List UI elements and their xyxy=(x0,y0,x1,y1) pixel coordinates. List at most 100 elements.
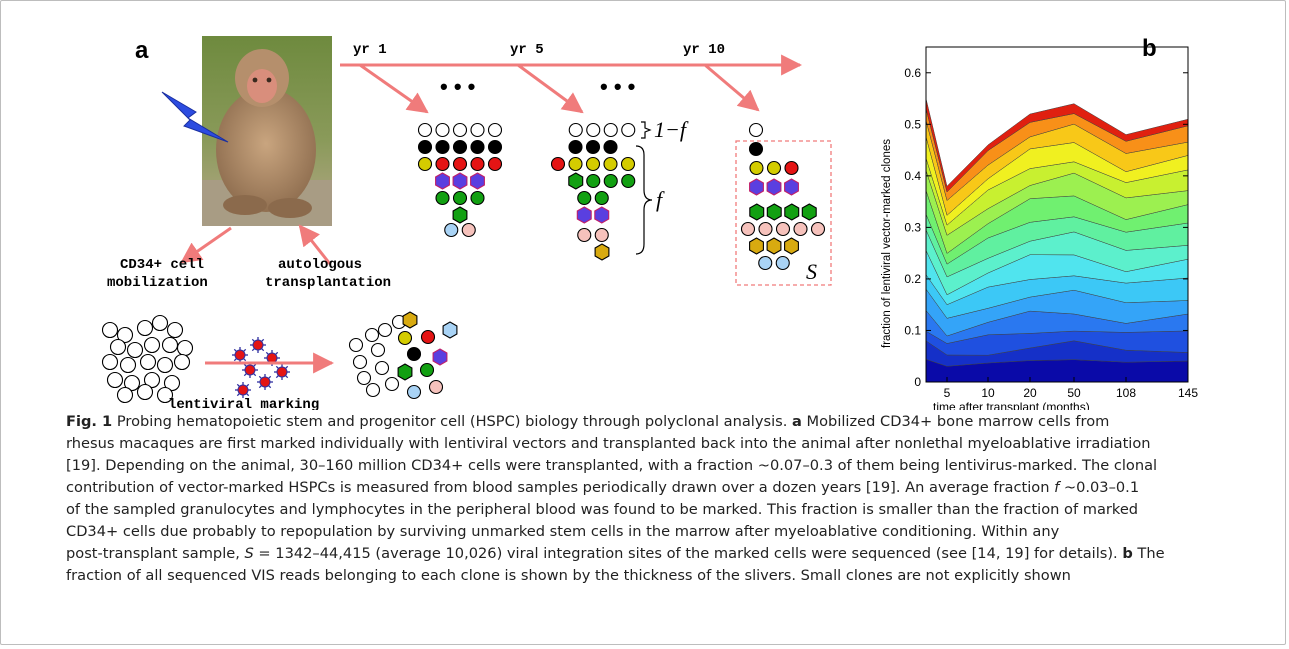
clone-cell xyxy=(603,156,618,172)
clone-hexagon xyxy=(784,237,799,255)
clone-cell xyxy=(586,173,601,189)
y-tick-label: 0 xyxy=(914,375,921,389)
clone-hexagon xyxy=(576,206,592,224)
unmarked-cell xyxy=(586,122,601,138)
clone-cell xyxy=(470,190,485,206)
clone-cell xyxy=(766,160,782,176)
lentivirus-icon xyxy=(264,350,280,366)
lentivirus-icon xyxy=(274,364,290,380)
unmarked-cell xyxy=(139,353,157,371)
unmarked-cell xyxy=(370,342,386,358)
clone-cell xyxy=(577,227,592,243)
clone-cell xyxy=(550,156,566,172)
unmarked-cell xyxy=(106,371,124,389)
clone-cell xyxy=(417,139,433,155)
clone-cell xyxy=(406,346,422,362)
clone-hexagon xyxy=(452,172,468,190)
y-tick-label: 0.4 xyxy=(904,169,921,183)
mobilization-label-line2: mobilization xyxy=(107,275,208,291)
clone-cell xyxy=(435,156,450,172)
transplant-label-line2: transplantation xyxy=(265,275,391,291)
macaque-photo xyxy=(161,36,332,226)
sample-arrow-10 xyxy=(704,63,760,112)
unmarked-cell xyxy=(119,356,137,374)
caption-part-b: b xyxy=(1122,545,1133,562)
x-tick-label: 145 xyxy=(1178,386,1198,400)
y-axis: 0 0.1 0.2 0.3 0.4 0.5 0.6 xyxy=(904,66,1188,389)
clone-pyramid-yr10 xyxy=(740,122,826,271)
lightning-bolt-icon xyxy=(161,91,229,143)
y-tick-label: 0.6 xyxy=(904,66,921,80)
clone-hexagon xyxy=(397,363,413,381)
clone-cell xyxy=(428,379,444,395)
clone-pyramid-yr1 xyxy=(417,122,503,238)
x-tick-label: 20 xyxy=(1023,386,1037,400)
clone-hexagon xyxy=(749,178,764,196)
lentivirus-icon xyxy=(257,374,273,390)
caption-fig-label: Fig. 1 xyxy=(66,413,113,430)
unmarked-cell xyxy=(487,122,503,138)
unmarked-cell xyxy=(116,386,134,404)
marked-fraction-label: f xyxy=(656,187,665,212)
unmarked-cell xyxy=(352,354,368,370)
clone-hexagon xyxy=(784,203,800,221)
panel-b-label: b xyxy=(1142,35,1157,62)
y-tick-label: 0.3 xyxy=(904,220,921,234)
unmarked-cell xyxy=(356,370,372,386)
clone-hexagon xyxy=(766,178,782,196)
clone-cell xyxy=(435,190,450,206)
clone-cell xyxy=(461,222,476,238)
unmarked-cell xyxy=(748,122,764,138)
unmarked-cell xyxy=(603,122,618,138)
marking-label: lentiviral marking xyxy=(168,397,319,410)
clone-cell xyxy=(470,139,485,155)
clone-cell xyxy=(585,156,601,172)
clone-hexagon xyxy=(594,206,610,224)
x-tick-label: 50 xyxy=(1067,386,1081,400)
clone-cell xyxy=(487,139,503,155)
clone-cell xyxy=(452,190,468,206)
clone-cell xyxy=(568,139,583,155)
unmarked-cell xyxy=(365,382,381,398)
clone-cell xyxy=(452,139,468,155)
clone-cell xyxy=(470,156,485,172)
unmarked-cell-cluster xyxy=(101,314,194,404)
caption-line7-S: S xyxy=(244,545,254,562)
marked-cell-cluster xyxy=(348,311,458,400)
clone-cell xyxy=(452,156,468,172)
clone-cell xyxy=(444,222,459,238)
clone-cell xyxy=(775,255,790,271)
unmarked-cell xyxy=(173,353,191,371)
unmarked-cell xyxy=(377,322,393,338)
sample-arrow-5 xyxy=(517,63,584,114)
unmarked-cell xyxy=(123,374,141,392)
clone-hexagon xyxy=(766,237,782,255)
mobilization-label-line1: CD34+ cell xyxy=(120,257,204,273)
clone-hexagon xyxy=(784,178,799,196)
clone-cell xyxy=(784,160,799,176)
clone-hexagon xyxy=(801,203,817,221)
unmarked-fraction-label: 1−f xyxy=(654,117,689,142)
unmarked-cell xyxy=(384,376,400,392)
figure-graphic: a yr 1 yr 5 yr 10 • • • • • • 1−f f S CD… xyxy=(101,35,1198,410)
clone-hexagon xyxy=(402,311,418,329)
mobilization-arrow xyxy=(180,226,232,264)
sample-arrow-1 xyxy=(359,63,429,114)
unmarked-brace xyxy=(641,121,652,139)
lentivirus-icon xyxy=(232,347,248,363)
unmarked-cell xyxy=(176,339,194,357)
caption-line6: CD34+ cells due probably to repopulation… xyxy=(66,523,1060,540)
clone-cell xyxy=(810,221,826,237)
clone-hexagon xyxy=(442,321,458,339)
clone-cell xyxy=(420,329,436,345)
year-label-5: yr 5 xyxy=(510,42,544,58)
unmarked-cell xyxy=(364,327,380,343)
caption-line4: contribution of vector-marked HSPCs is m… xyxy=(66,479,1050,496)
unmarked-cell xyxy=(143,336,161,354)
clone-cell xyxy=(620,156,636,172)
caption-title: Probing hematopoietic stem and progenito… xyxy=(116,413,788,430)
year-label-10: yr 10 xyxy=(683,42,725,58)
unmarked-cell xyxy=(136,319,154,337)
unmarked-cell xyxy=(116,326,134,344)
clone-cell xyxy=(740,221,756,237)
